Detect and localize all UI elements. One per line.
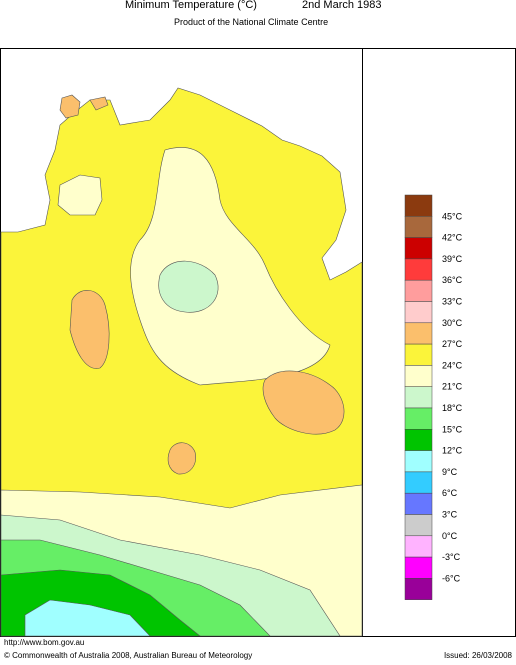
legend-label: 9°C (442, 467, 458, 477)
legend-swatch (404, 301, 433, 324)
legend-label: 18°C (442, 403, 463, 413)
legend-swatch (404, 237, 433, 260)
legend-label: -6°C (442, 573, 461, 583)
legend-label: 27°C (442, 339, 463, 349)
legend-label: 39°C (442, 254, 463, 264)
legend-swatch (404, 450, 433, 473)
legend-label: -3°C (442, 552, 461, 562)
legend-swatch (404, 258, 433, 281)
warm-patch (69, 290, 110, 369)
legend-label: 36°C (442, 275, 463, 285)
legend-label: 3°C (442, 510, 458, 520)
legend: 45°C 42°C 39°C 36°C 33°C 30°C 27°C 24°C 21°C 18°C… (404, 194, 463, 600)
warm-patch (167, 442, 196, 475)
legend-swatch (404, 556, 433, 579)
legend-label: 0°C (442, 531, 458, 541)
legend-label: 42°C (442, 233, 463, 243)
date: 2nd March 1983 (302, 0, 382, 11)
warm-patch (59, 94, 81, 119)
legend-swatch (404, 407, 433, 430)
legend-swatch (404, 386, 433, 409)
legend-label: 15°C (442, 424, 463, 434)
legend-swatch (404, 578, 433, 600)
warm-patch (89, 96, 109, 111)
copyright: © Commonwealth of Australia 2008, Austra… (4, 651, 252, 660)
legend-swatch (404, 471, 433, 494)
title: Minimum Temperature (°C) (125, 0, 257, 11)
mild-patch (57, 174, 103, 216)
legend-label: 24°C (442, 360, 463, 370)
map (0, 87, 363, 637)
subtitle: Product of the National Climate Centre (174, 17, 328, 27)
legend-swatch (404, 429, 433, 451)
legend-label: 33°C (442, 297, 463, 307)
legend-swatch (404, 216, 433, 238)
legend-swatch (404, 365, 433, 387)
band-9-12 (24, 599, 151, 637)
issued: Issued: 26/03/2008 (444, 651, 513, 660)
legend-swatch (404, 322, 433, 345)
legend-swatch (404, 514, 433, 537)
legend-swatch (404, 279, 433, 302)
legend-swatch (404, 343, 433, 366)
legend-label: 30°C (442, 318, 463, 328)
legend-label: 21°C (442, 382, 463, 392)
cool-patch (158, 260, 219, 313)
legend-label: 12°C (442, 446, 463, 456)
legend-swatch (404, 194, 433, 217)
warm-patch (262, 370, 345, 435)
legend-swatch (404, 535, 433, 558)
url: http://www.bom.gov.au (4, 638, 84, 647)
legend-label: 6°C (442, 488, 458, 498)
legend-label: 45°C (442, 211, 463, 221)
legend-swatch (404, 492, 433, 515)
